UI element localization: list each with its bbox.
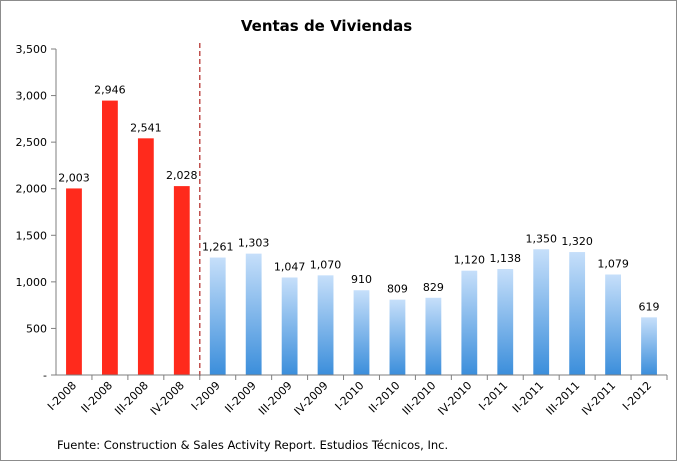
data-label: 1,079	[597, 257, 629, 270]
x-category-label: I-2012	[620, 379, 654, 413]
x-category-label: I-2010	[333, 379, 367, 413]
bar	[209, 257, 226, 375]
data-label: 910	[351, 273, 372, 286]
bar	[281, 277, 298, 375]
data-label: 1,138	[490, 252, 522, 265]
x-category-label: IV-2011	[579, 379, 618, 418]
bar	[102, 100, 118, 376]
x-category-label: II-2011	[510, 379, 546, 415]
x-category-label: I-2009	[189, 379, 223, 413]
y-tick-label: 2,000	[16, 183, 48, 196]
x-category-label: IV-2008	[148, 379, 187, 418]
bar	[605, 274, 621, 375]
data-label: 1,070	[310, 258, 342, 271]
data-label: 2,541	[130, 121, 162, 134]
data-label: 809	[387, 283, 408, 296]
x-category-label: III-2008	[112, 379, 151, 418]
x-category-label: III-2010	[400, 379, 439, 418]
bar	[425, 297, 442, 375]
data-label: 2,028	[166, 169, 198, 182]
bar	[569, 252, 586, 375]
y-tick-label: 500	[26, 322, 47, 335]
bar	[137, 138, 154, 375]
chart-title: Ventas de Viviendas	[240, 17, 413, 35]
bar	[173, 186, 190, 375]
y-tick-label: 1,000	[16, 276, 48, 289]
bar	[317, 275, 334, 375]
y-tick-label: 1,500	[16, 229, 48, 242]
bar	[641, 317, 657, 375]
x-category-label: II-2010	[366, 379, 402, 415]
data-label: 1,120	[454, 254, 486, 267]
data-label: 1,261	[202, 241, 234, 254]
y-tick-label: 3,000	[16, 90, 48, 103]
data-label: 619	[639, 300, 660, 313]
x-category-label: I-2011	[476, 379, 510, 413]
data-label: 2,003	[58, 171, 90, 184]
data-label: 829	[423, 281, 444, 294]
x-category-label: IV-2009	[292, 379, 331, 418]
bar	[389, 299, 406, 375]
data-label: 1,320	[561, 235, 593, 248]
x-category-label: III-2011	[544, 379, 583, 418]
bar	[66, 188, 82, 375]
x-category-label: I-2008	[45, 379, 79, 413]
data-label: 1,350	[525, 232, 557, 245]
chart-source-note: Fuente: Construction & Sales Activity Re…	[57, 438, 449, 452]
data-label: 2,946	[94, 84, 126, 97]
bar	[461, 270, 478, 375]
bar	[533, 249, 550, 375]
x-category-label: II-2009	[222, 379, 258, 415]
y-tick-label: -	[43, 369, 47, 382]
y-tick-label: 2,500	[16, 136, 48, 149]
bar	[245, 253, 262, 375]
data-label: 1,303	[238, 237, 270, 250]
x-category-label: III-2009	[256, 379, 295, 418]
data-label: 1,047	[274, 260, 306, 273]
x-category-label: II-2008	[79, 379, 115, 415]
y-tick-label: 3,500	[16, 43, 48, 56]
x-category-label: IV-2010	[435, 379, 474, 418]
bar	[497, 269, 514, 375]
bar	[353, 290, 370, 375]
